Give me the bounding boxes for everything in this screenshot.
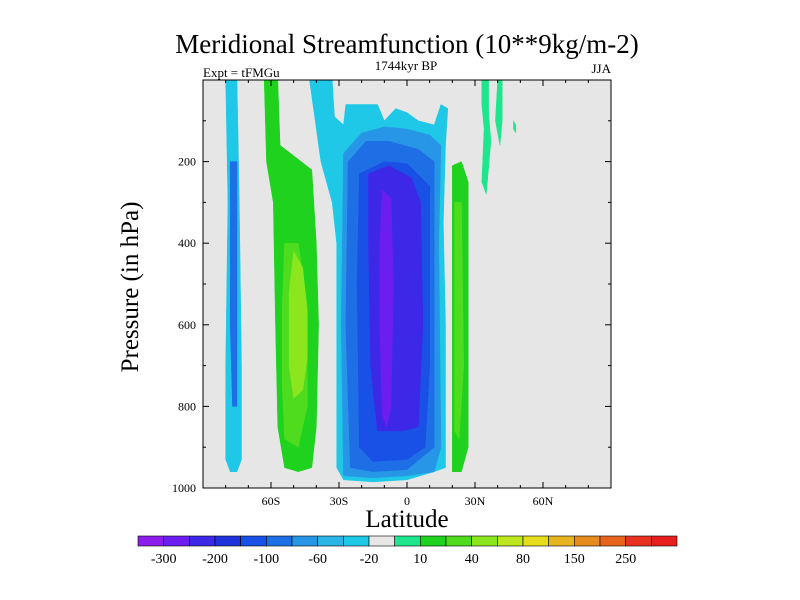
y-tick-label: 1000: [172, 481, 196, 495]
colorbar-label: -300: [151, 552, 177, 567]
expt-label: Expt = tFMGu: [203, 65, 280, 80]
colorbar-box: [368, 535, 395, 547]
colorbar-box: [522, 535, 549, 547]
x-tick-label: 0: [404, 494, 410, 508]
chart-title: Meridional Streamfunction (10**9kg/m-2): [175, 29, 638, 59]
colorbar-box: [266, 535, 293, 547]
colorbar-box: [445, 535, 472, 547]
colorbar-label: -200: [202, 552, 228, 567]
contour-indigo-hadley-core: [368, 165, 424, 432]
colorbar-box: [599, 535, 626, 547]
x-axis-label: Latitude: [365, 506, 448, 533]
y-tick-label: 800: [178, 399, 196, 413]
contour-blue-southern-polar-core: [229, 161, 238, 407]
colorbar-label: 40: [465, 552, 479, 567]
colorbar-box: [291, 535, 318, 547]
season-label: JJA: [591, 61, 611, 76]
colorbar-label: -100: [253, 552, 279, 567]
colorbar-box: [420, 535, 447, 547]
contour-yellow-green-ferrel-max: [288, 251, 308, 399]
x-tick-label: 30S: [330, 494, 349, 508]
y-axis-label: Pressure (in hPa): [117, 202, 144, 373]
colorbar-box: [137, 535, 164, 547]
contour-violet-hadley-max: [379, 189, 394, 428]
x-tick-label: 60N: [533, 494, 554, 508]
contour-northern-light-cell: [454, 202, 464, 440]
colorbar-label: -60: [308, 552, 327, 567]
colorbar-label: 10: [413, 552, 427, 567]
y-tick-label: 600: [178, 318, 196, 332]
axis-ticks: 60S 30S 0 30N 60N 200 400 600 800 1000: [172, 80, 611, 508]
y-tick-label: 400: [178, 236, 196, 250]
x-tick-label: 60S: [262, 494, 281, 508]
contour-upper-tendril-3: [513, 120, 517, 134]
colorbar-box: [651, 535, 678, 547]
period-label: 1744kyr BP: [375, 58, 437, 73]
colorbar-box: [240, 535, 267, 547]
colorbar-box: [189, 535, 216, 547]
colorbar-box: [471, 535, 498, 547]
y-tick-label: 200: [178, 155, 196, 169]
colorbar-label: 150: [564, 552, 585, 567]
colorbar-box: [574, 535, 601, 547]
colorbar-box: [625, 535, 652, 547]
colorbar-box: [497, 535, 524, 547]
colorbar-box: [163, 535, 190, 547]
colorbar-box: [394, 535, 421, 547]
colorbar-box: [214, 535, 241, 547]
contour-upper-tendril-1: [481, 79, 492, 195]
contour-fills: [225, 79, 517, 483]
colorbar-box: [317, 535, 344, 547]
colorbar-box: [343, 535, 370, 547]
colorbar-box: [548, 535, 575, 547]
colorbar: -300 -200 -100 -60 -20 10 40 80 150 250: [137, 535, 678, 567]
colorbar-label: 80: [516, 552, 530, 567]
colorbar-label: -20: [360, 552, 379, 567]
colorbar-label: 250: [615, 552, 636, 567]
x-tick-label: 30N: [465, 494, 486, 508]
